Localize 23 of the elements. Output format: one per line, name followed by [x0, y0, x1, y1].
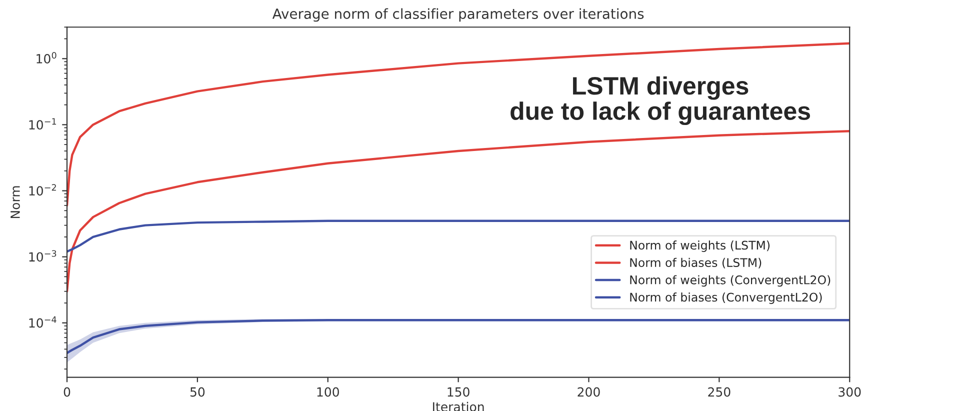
line-series: [67, 130, 850, 292]
legend-label: Norm of biases (ConvergentL2O): [630, 292, 822, 304]
y-tick-label: 10$^{0}$: [36, 52, 56, 64]
x-tick-label: 200: [578, 387, 600, 397]
chart-title: Average norm of classifier parameters over iterations: [272, 8, 644, 22]
legend-label: Norm of weights (ConvergentL2O): [630, 275, 830, 287]
legend-label: Norm of weights (LSTM): [630, 240, 770, 252]
y-tick-label: 10$^{−2}$: [29, 184, 56, 196]
x-tick-label: 300: [838, 387, 861, 397]
legend-label: Norm of biases (LSTM): [630, 258, 762, 268]
line-series: [67, 42, 850, 207]
line-series: [67, 319, 850, 354]
x-tick-label: 150: [448, 387, 470, 397]
y-axis-title: Norm: [10, 186, 20, 218]
line-series: [67, 220, 850, 253]
x-tick-label: 50: [190, 387, 205, 397]
annotation: LSTM diverges due to lack of guarantees: [510, 76, 810, 126]
x-tick-label: 250: [708, 387, 730, 397]
y-tick-label: 10$^{−3}$: [29, 250, 56, 262]
x-tick-label: 100: [317, 387, 339, 397]
y-tick-label: 10$^{−1}$: [29, 118, 56, 130]
x-tick-label: 0: [64, 387, 70, 397]
y-tick-label: 10$^{−4}$: [29, 316, 56, 328]
